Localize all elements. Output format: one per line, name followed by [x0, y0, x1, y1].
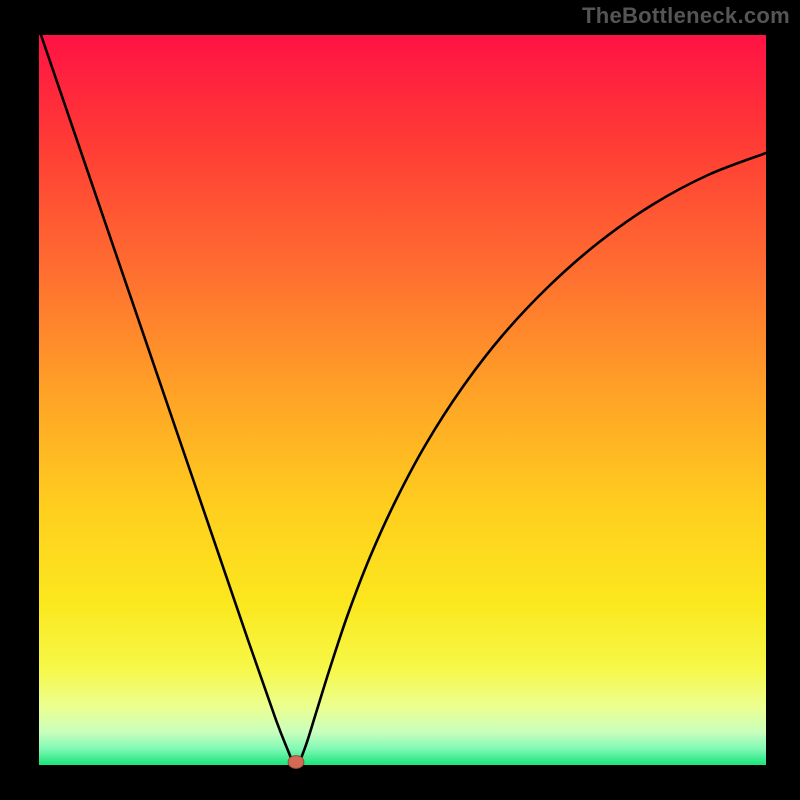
chart-container: TheBottleneck.com — [0, 0, 800, 800]
bottleneck-chart — [0, 0, 800, 800]
watermark-text: TheBottleneck.com — [582, 3, 790, 29]
plot-area — [39, 35, 766, 765]
optimum-marker — [288, 756, 304, 769]
